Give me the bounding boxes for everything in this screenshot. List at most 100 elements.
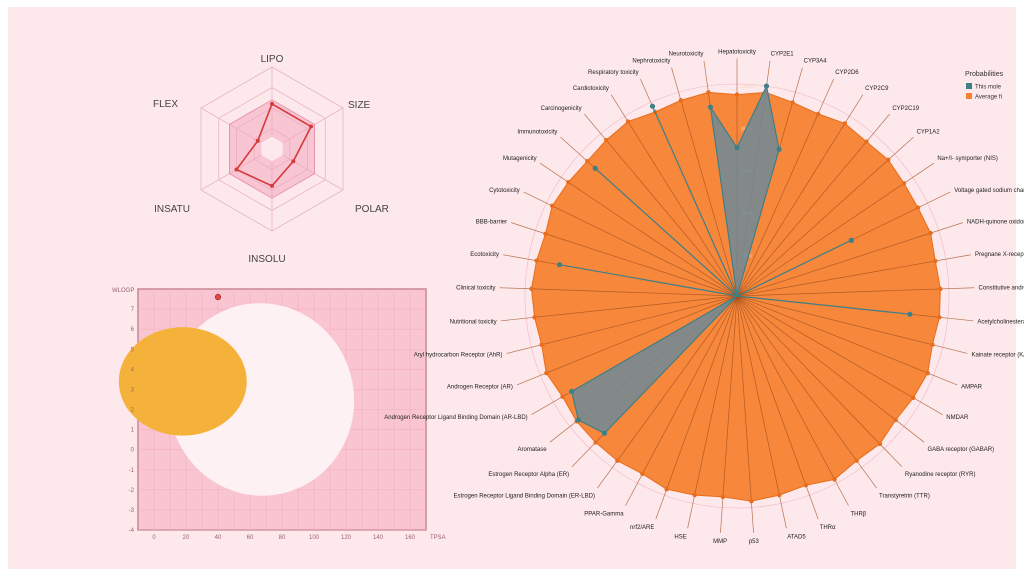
radar-axis-label: CYP2D6: [835, 70, 859, 76]
radar-axis-label: SIZE: [348, 100, 371, 111]
radar-axis-label: Cytotoxicity: [489, 188, 520, 194]
average-series-point: [790, 100, 795, 105]
average-series-point: [854, 458, 859, 463]
radar-spoke: [736, 295, 787, 529]
radar-spoke: [736, 222, 963, 297]
radar-axis-label: Androgen Receptor Ligand Binding Domain …: [384, 415, 527, 421]
radar-spoke: [625, 295, 738, 506]
average-series-point: [803, 483, 809, 488]
x-tick-label: 100: [309, 535, 320, 541]
average-series-point: [938, 286, 943, 292]
radar-axis-label: THRα: [820, 525, 836, 531]
average-series-point: [915, 205, 921, 210]
radar-axis-label: Transtyretrin (TTR): [879, 494, 930, 500]
molecule-point: [270, 183, 274, 188]
radar-spoke: [499, 287, 738, 297]
legend-item-label: Average fi: [975, 95, 1002, 101]
legend: Probabilities This mole Average fi: [965, 71, 1004, 101]
radar-spoke: [736, 295, 925, 443]
radar-axis-label: Neurotoxicity: [669, 52, 704, 58]
average-series-point: [560, 394, 565, 399]
radar-spoke: [597, 295, 738, 489]
average-series-point: [734, 92, 740, 97]
radar-spoke: [736, 295, 877, 489]
molecule-series-point: [556, 262, 563, 268]
y-tick-label: 1: [131, 428, 135, 434]
average-series-point: [864, 139, 869, 144]
radar-spoke: [736, 113, 890, 297]
radar-axis-label: CYP2C19: [892, 106, 919, 112]
legend-title: Probabilities: [965, 71, 1004, 78]
radar-axis-label: INSOLU: [248, 254, 285, 265]
radar-spoke: [736, 254, 971, 297]
radar-axis-label: Immunotoxicity: [517, 129, 557, 135]
molecule-series-point: [848, 237, 854, 243]
y-tick-label: 2: [131, 408, 135, 414]
radar-axis-label: Voltage gated sodium channel (VGSC): [954, 188, 1024, 194]
molecule-series-point: [575, 417, 581, 423]
y-tick-label: -4: [129, 528, 135, 534]
average-series-point: [749, 498, 754, 504]
radar-axis-label: Estrogen Receptor Alpha (ER): [488, 472, 569, 478]
radar-spoke: [736, 94, 864, 297]
x-tick-label: 80: [279, 535, 286, 541]
radar-spoke: [736, 295, 968, 354]
molecule-point: [255, 138, 260, 143]
average-series-point: [549, 203, 555, 209]
y-tick-label: 3: [131, 387, 135, 393]
molecule-point: [270, 101, 274, 106]
radar-spoke: [736, 295, 903, 468]
x-axis-label: TPSA: [430, 535, 446, 541]
radar-axis-label: Carcinogenicity: [541, 106, 582, 112]
radar-axis-label: POLAR: [355, 204, 389, 215]
molecule-series-point: [649, 103, 656, 109]
x-tick-label: 140: [373, 535, 384, 541]
radar-spoke: [523, 191, 738, 297]
radar-axis-label: Nephrotoxicity: [632, 59, 670, 65]
molecule-point: [214, 293, 222, 301]
toxicity-radar: 100%80%60%40%20%HepatotoxicityCYP2E1CYP3…: [384, 49, 1024, 545]
radar-axis-label: BBB-barrier: [476, 219, 507, 225]
molecule-series-point: [569, 388, 575, 394]
radar-spoke: [736, 295, 819, 520]
average-series-point: [532, 315, 537, 320]
average-series-point: [925, 370, 930, 376]
radar-spoke: [516, 295, 738, 386]
average-series-point: [777, 492, 782, 498]
radar-axis-label: THRβ: [850, 511, 866, 517]
molecule-series-point: [707, 104, 714, 110]
y-tick-label: 5: [131, 347, 135, 353]
molecule-series-point: [734, 145, 740, 151]
average-series-point: [544, 370, 549, 376]
average-series-point: [678, 98, 684, 103]
y-tick-label: -3: [129, 508, 135, 514]
radar-spoke: [687, 295, 738, 529]
radar-axis-label: Mutagenicity: [503, 156, 537, 162]
x-tick-label: 60: [247, 535, 254, 541]
average-series-point: [615, 458, 620, 463]
average-series-point: [640, 471, 645, 477]
x-tick-label: 20: [183, 535, 190, 541]
radar-axis-label: CYP2E1: [771, 52, 795, 58]
radar-axis-label: INSATU: [154, 204, 190, 215]
average-series-point: [877, 441, 883, 447]
radar-axis-label: p53: [749, 539, 760, 545]
radar-axis-label: Nutritional toxicity: [450, 319, 497, 325]
average-series-point: [625, 119, 631, 124]
radar-axis-label: nrf2/ARE: [630, 525, 654, 531]
average-series-point: [692, 492, 697, 498]
average-series-point: [706, 90, 711, 95]
radar-axis-label: CYP2C9: [865, 86, 889, 92]
average-series-point: [832, 477, 837, 482]
legend-swatch-average: [966, 93, 972, 99]
average-series-point: [543, 231, 548, 236]
radar-spoke: [736, 295, 943, 416]
radar-axis-label: Ecotoxicity: [470, 252, 499, 258]
y-axis-label: WLOGP: [112, 288, 134, 294]
radar-axis-label: Respiratory toxicity: [588, 70, 639, 76]
radar-axis-label: Androgen Receptor (AR): [447, 385, 513, 391]
radar-axis-label: Aromatase: [518, 447, 548, 453]
bioavailability-radar: LIPO SIZE POLAR INSOLU INSATU FLEX: [153, 54, 389, 265]
boiled-egg-plot: 0 20 40 60 80 100 120 140 160 -4 -3 -2 -1 0 1 2 3 4 5 6 7 TPS…: [112, 288, 446, 541]
